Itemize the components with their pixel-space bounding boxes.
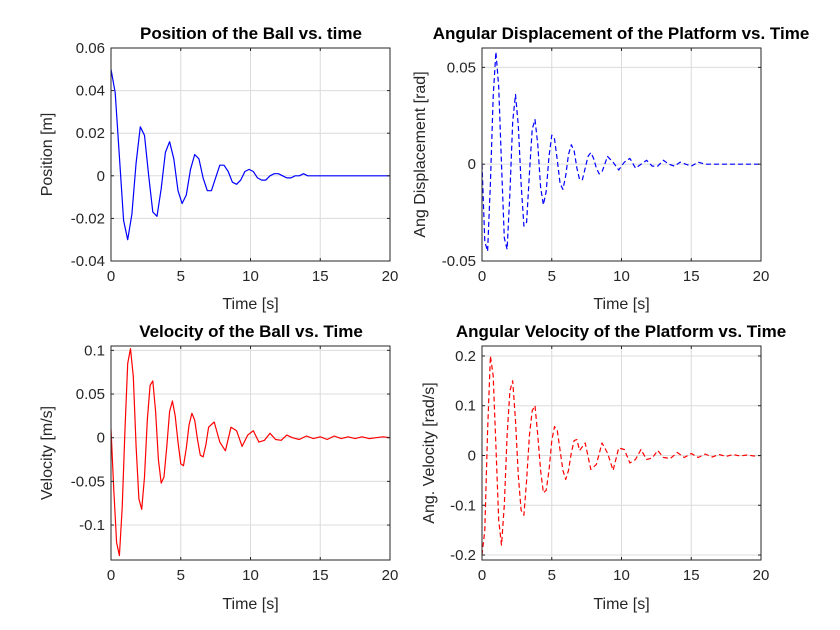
x-tick-label: 15 bbox=[312, 268, 329, 285]
x-tick-label: 20 bbox=[753, 268, 770, 285]
y-tick-label: -0.05 bbox=[71, 473, 105, 490]
angular-velocity-chart: 0 5 10 15 20 -0.2 -0.1 0 0.1 0.2 Angular Velocity … bbox=[421, 322, 786, 613]
y-axis-label: Ang. Velocity [rad/s] bbox=[421, 382, 438, 523]
x-tick-label: 0 bbox=[478, 567, 486, 584]
x-tick-label: 5 bbox=[177, 268, 185, 285]
series-line bbox=[111, 69, 390, 241]
y-tick-label: -0.1 bbox=[79, 517, 105, 534]
x-tick-label: 0 bbox=[478, 268, 486, 285]
x-axis-label: Time [s] bbox=[222, 296, 278, 313]
x-axis-label: Time [s] bbox=[593, 296, 649, 313]
x-tick-label: 10 bbox=[242, 567, 259, 584]
chart-title: Velocity of the Ball vs. Time bbox=[139, 322, 363, 341]
y-tick-label: 0 bbox=[468, 156, 476, 173]
x-tick-label: 15 bbox=[312, 567, 329, 584]
x-tick-label: 20 bbox=[382, 567, 399, 584]
x-tick-label: 5 bbox=[548, 268, 556, 285]
x-tick-label: 15 bbox=[683, 268, 700, 285]
y-axis-label: Position [m] bbox=[39, 113, 56, 197]
x-tick-label: 5 bbox=[177, 567, 185, 584]
x-tick-label: 0 bbox=[107, 567, 115, 584]
y-tick-label: -0.05 bbox=[442, 253, 476, 270]
position-chart: 0 5 10 15 20 -0.04 -0.02 0 0.02 0.04 0.06 Position … bbox=[39, 24, 398, 313]
y-tick-label: 0.02 bbox=[76, 125, 105, 142]
y-axis-label: Ang Displacement [rad] bbox=[412, 71, 429, 237]
chart-title: Angular Displacement of the Platform vs.… bbox=[433, 24, 810, 43]
x-axis-label: Time [s] bbox=[593, 596, 649, 613]
y-axis-label: Velocity [m/s] bbox=[39, 406, 56, 500]
y-tick-label: 0 bbox=[97, 430, 105, 447]
series-line bbox=[482, 355, 761, 556]
y-tick-label: 0 bbox=[468, 447, 476, 464]
x-axis-label: Time [s] bbox=[222, 596, 278, 613]
y-tick-label: -0.2 bbox=[450, 547, 476, 564]
y-tick-label: 0.2 bbox=[455, 348, 476, 365]
y-tick-label: -0.04 bbox=[71, 253, 105, 270]
y-tick-label: -0.02 bbox=[71, 210, 105, 227]
y-tick-label: 0.06 bbox=[76, 40, 105, 57]
y-tick-label: 0.05 bbox=[76, 386, 105, 403]
y-tick-label: 0.1 bbox=[84, 342, 105, 359]
y-tick-label: 0.05 bbox=[447, 59, 476, 76]
x-tick-label: 0 bbox=[107, 268, 115, 285]
chart-title: Angular Velocity of the Platform vs. Tim… bbox=[456, 322, 786, 341]
y-tick-label: 0.1 bbox=[455, 398, 476, 415]
y-tick-label: 0.04 bbox=[76, 83, 105, 100]
x-tick-label: 10 bbox=[242, 268, 259, 285]
y-tick-label: -0.1 bbox=[450, 497, 476, 514]
x-tick-label: 15 bbox=[683, 567, 700, 584]
x-tick-label: 10 bbox=[613, 268, 630, 285]
x-tick-label: 10 bbox=[613, 567, 630, 584]
chart-title: Position of the Ball vs. time bbox=[140, 24, 362, 43]
x-tick-label: 20 bbox=[382, 268, 399, 285]
velocity-chart: 0 5 10 15 20 -0.1 -0.05 0 0.05 0.1 Velocity of the… bbox=[39, 322, 398, 613]
x-tick-label: 20 bbox=[753, 567, 770, 584]
x-tick-label: 5 bbox=[548, 567, 556, 584]
series-line bbox=[111, 348, 390, 557]
y-tick-label: 0 bbox=[97, 168, 105, 185]
